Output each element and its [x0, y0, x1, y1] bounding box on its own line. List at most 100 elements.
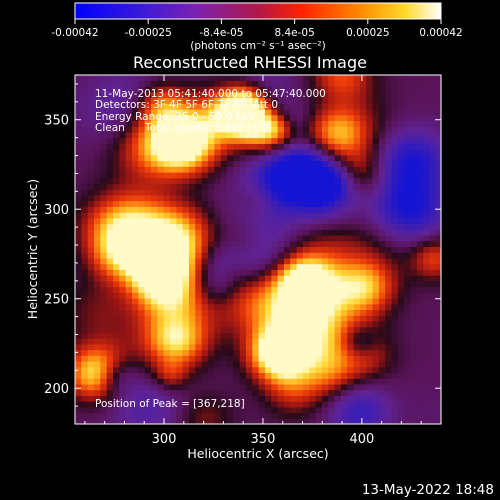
- heatmap-cell: [353, 217, 361, 225]
- heatmap-cell: [258, 315, 266, 322]
- heatmap-cell: [220, 343, 228, 351]
- x-axis: 300 350 400: [84, 75, 442, 447]
- heatmap-cell: [328, 103, 336, 110]
- heatmap-cell: [132, 355, 139, 362]
- heatmap-cell: [366, 246, 374, 253]
- heatmap-cell: [410, 120, 418, 127]
- heatmap-cell: [277, 109, 285, 116]
- heatmap-cell: [277, 240, 285, 247]
- heatmap-cell: [271, 75, 279, 81]
- heatmap-cell: [106, 103, 114, 110]
- heatmap-cell: [201, 246, 209, 253]
- heatmap-cell: [94, 395, 101, 402]
- heatmap-cell: [214, 229, 222, 236]
- heatmap-cell: [138, 406, 146, 414]
- heatmap-cell: [94, 177, 101, 184]
- heatmap-cell: [290, 406, 298, 414]
- heatmap-cell: [321, 246, 329, 253]
- heatmap-cell: [182, 418, 190, 424]
- heatmap-cell: [385, 120, 393, 127]
- heatmap-cell: [87, 412, 95, 419]
- heatmap-cell: [182, 383, 190, 391]
- heatmap-cell: [271, 172, 279, 179]
- heatmap-cell: [328, 338, 336, 345]
- heatmap-cell: [144, 223, 152, 230]
- heatmap-cell: [189, 177, 196, 184]
- heatmap-cell: [170, 194, 177, 202]
- heatmap-cell: [170, 292, 177, 299]
- heatmap-cell: [201, 332, 209, 339]
- heatmap-cell: [125, 246, 133, 253]
- heatmap-cell: [283, 206, 291, 213]
- heatmap-cell: [214, 137, 222, 144]
- heatmap-cell: [372, 194, 380, 202]
- heatmap-cell: [372, 395, 380, 402]
- heatmap-cell: [271, 246, 279, 253]
- heatmap-cell: [372, 212, 380, 219]
- heatmap-cell: [277, 206, 285, 213]
- heatmap-cell: [182, 194, 190, 202]
- heatmap-cell: [385, 303, 393, 310]
- heatmap-cell: [435, 257, 441, 265]
- heatmap-cell: [252, 355, 260, 362]
- heatmap-cell: [157, 418, 165, 424]
- heatmap-cell: [385, 223, 393, 230]
- heatmap-cell: [239, 177, 247, 184]
- heatmap-cell: [245, 143, 253, 150]
- heatmap-cell: [151, 263, 158, 270]
- heatmap-cell: [207, 160, 215, 167]
- heatmap-cell: [189, 154, 196, 162]
- heatmap-cell: [309, 194, 317, 202]
- heatmap-cell: [100, 223, 108, 230]
- heatmap-cell: [340, 298, 348, 305]
- heatmap-cell: [283, 223, 291, 230]
- heatmap-cell: [366, 412, 374, 419]
- heatmap-cell: [100, 418, 108, 424]
- heatmap-cell: [271, 257, 279, 265]
- heatmap-cell: [157, 263, 165, 270]
- heatmap-cell: [220, 160, 228, 167]
- heatmap-cell: [410, 149, 418, 156]
- heatmap-cell: [334, 183, 342, 190]
- heatmap-cell: [397, 200, 405, 207]
- heatmap-cell: [214, 286, 222, 293]
- heatmap-cell: [277, 229, 285, 236]
- heatmap-cell: [214, 252, 222, 259]
- heatmap-cell: [296, 103, 304, 110]
- heatmap-cell: [353, 292, 361, 299]
- heatmap-cell: [283, 257, 291, 265]
- heatmap-cell: [81, 91, 89, 99]
- heatmap-cell: [113, 120, 120, 127]
- heatmap-cell: [435, 86, 441, 93]
- heatmap-cell: [290, 75, 298, 81]
- heatmap-cell: [334, 412, 342, 419]
- heatmap-cell: [106, 154, 114, 162]
- heatmap-cell: [359, 200, 367, 207]
- heatmap-cell: [378, 91, 386, 99]
- heatmap-cell: [435, 298, 441, 305]
- colorbar-tick-label: -8.4e-05: [199, 27, 243, 39]
- heatmap-cell: [404, 309, 412, 316]
- heatmap-cell: [258, 183, 266, 190]
- heatmap-cell: [252, 212, 260, 219]
- heatmap-cell: [359, 280, 367, 288]
- heatmap-cell: [391, 418, 399, 424]
- heatmap-cell: [340, 320, 348, 328]
- heatmap-cell: [340, 172, 348, 179]
- heatmap-cell: [106, 320, 114, 328]
- heatmap-cell: [423, 80, 431, 87]
- heatmap-cell: [404, 246, 412, 253]
- heatmap-cell: [189, 80, 196, 87]
- heatmap-cell: [404, 212, 412, 219]
- heatmap-cell: [119, 332, 127, 339]
- heatmap-cell: [397, 137, 405, 144]
- heatmap-cell: [81, 257, 89, 265]
- heatmap-cell: [296, 332, 304, 339]
- heatmap-cell: [359, 126, 367, 133]
- heatmap-cell: [170, 246, 177, 253]
- heatmap-cell: [258, 303, 266, 310]
- heatmap-cell: [258, 252, 266, 259]
- heatmap-cell: [214, 303, 222, 310]
- heatmap-cell: [214, 401, 222, 408]
- heatmap-cell: [385, 212, 393, 219]
